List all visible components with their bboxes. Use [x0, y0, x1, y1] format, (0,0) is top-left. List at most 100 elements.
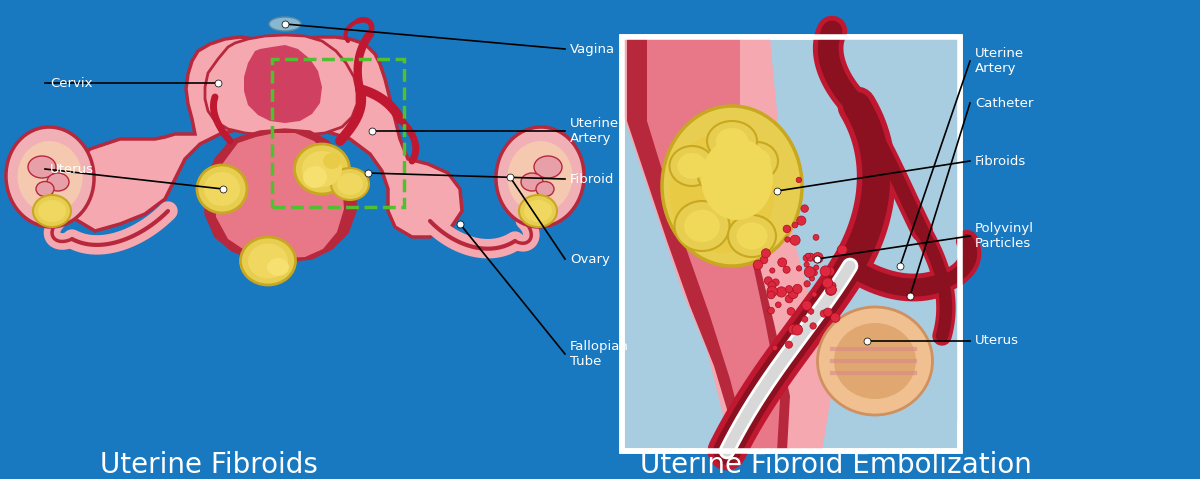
- Ellipse shape: [736, 142, 778, 180]
- Circle shape: [785, 237, 790, 242]
- Circle shape: [808, 308, 814, 314]
- Circle shape: [769, 268, 775, 273]
- Ellipse shape: [197, 165, 247, 213]
- Circle shape: [821, 310, 828, 317]
- Ellipse shape: [294, 144, 349, 194]
- Polygon shape: [205, 129, 356, 261]
- Circle shape: [811, 292, 817, 297]
- Circle shape: [820, 266, 830, 277]
- Text: Uterine Fibroids: Uterine Fibroids: [100, 451, 318, 479]
- Ellipse shape: [248, 243, 288, 278]
- Circle shape: [773, 279, 779, 286]
- Text: Uterus: Uterus: [974, 334, 1019, 347]
- Circle shape: [810, 276, 815, 281]
- Circle shape: [764, 277, 773, 285]
- Ellipse shape: [521, 173, 542, 191]
- Circle shape: [785, 295, 793, 303]
- Circle shape: [778, 258, 787, 267]
- Text: Polyvinyl
Particles: Polyvinyl Particles: [974, 222, 1034, 250]
- Ellipse shape: [707, 121, 757, 161]
- Circle shape: [823, 308, 833, 317]
- Ellipse shape: [47, 173, 70, 191]
- Ellipse shape: [524, 200, 552, 222]
- Ellipse shape: [701, 138, 773, 220]
- Circle shape: [768, 282, 776, 290]
- Text: Fibroids: Fibroids: [974, 155, 1026, 168]
- Circle shape: [812, 252, 823, 263]
- Circle shape: [788, 324, 798, 334]
- Circle shape: [828, 282, 836, 290]
- Circle shape: [782, 266, 790, 274]
- Ellipse shape: [817, 307, 932, 415]
- Circle shape: [803, 254, 810, 262]
- Text: Ovary: Ovary: [570, 252, 610, 265]
- Circle shape: [822, 277, 833, 287]
- Circle shape: [802, 316, 808, 322]
- Circle shape: [806, 253, 815, 261]
- Ellipse shape: [698, 160, 736, 192]
- Circle shape: [786, 285, 793, 293]
- Circle shape: [760, 256, 768, 264]
- Bar: [272, 59, 404, 207]
- Ellipse shape: [204, 172, 240, 206]
- Circle shape: [775, 302, 781, 308]
- Circle shape: [776, 287, 786, 297]
- Ellipse shape: [496, 127, 584, 227]
- Circle shape: [754, 260, 763, 270]
- Ellipse shape: [677, 153, 707, 179]
- Ellipse shape: [743, 148, 770, 173]
- Ellipse shape: [684, 210, 720, 242]
- Ellipse shape: [520, 195, 557, 227]
- Circle shape: [800, 205, 809, 212]
- Text: Catheter: Catheter: [974, 96, 1033, 110]
- Circle shape: [788, 289, 798, 299]
- Circle shape: [784, 225, 791, 233]
- Circle shape: [785, 341, 792, 348]
- Circle shape: [767, 286, 778, 297]
- Circle shape: [822, 278, 833, 288]
- Text: Fallopian
Tube: Fallopian Tube: [570, 340, 629, 368]
- Ellipse shape: [302, 166, 326, 188]
- Circle shape: [787, 308, 794, 315]
- Ellipse shape: [670, 146, 714, 186]
- Polygon shape: [205, 35, 358, 136]
- Polygon shape: [65, 37, 462, 237]
- Circle shape: [772, 345, 778, 351]
- Ellipse shape: [302, 151, 342, 187]
- Circle shape: [826, 285, 836, 296]
- Circle shape: [830, 313, 840, 322]
- Ellipse shape: [737, 222, 768, 250]
- Ellipse shape: [34, 195, 71, 227]
- Circle shape: [810, 323, 816, 329]
- Text: Uterus: Uterus: [50, 162, 94, 175]
- Ellipse shape: [36, 182, 54, 196]
- Ellipse shape: [508, 141, 572, 213]
- Bar: [622, 37, 960, 451]
- Circle shape: [805, 269, 811, 275]
- Ellipse shape: [670, 133, 774, 253]
- Circle shape: [790, 235, 800, 245]
- Circle shape: [804, 281, 810, 287]
- Polygon shape: [647, 37, 780, 451]
- Circle shape: [761, 249, 770, 258]
- Ellipse shape: [38, 200, 66, 222]
- Ellipse shape: [18, 141, 83, 213]
- Ellipse shape: [331, 168, 370, 200]
- Polygon shape: [832, 37, 960, 421]
- Ellipse shape: [28, 156, 56, 178]
- Text: Fibroid: Fibroid: [570, 172, 614, 185]
- Circle shape: [792, 325, 803, 335]
- Text: Uterine
Artery: Uterine Artery: [570, 117, 619, 145]
- Ellipse shape: [337, 173, 364, 195]
- Circle shape: [811, 270, 817, 276]
- Ellipse shape: [269, 17, 301, 31]
- Text: Cervix: Cervix: [50, 77, 92, 90]
- Polygon shape: [215, 133, 344, 258]
- Circle shape: [804, 267, 815, 277]
- Ellipse shape: [704, 166, 730, 186]
- Circle shape: [793, 284, 802, 294]
- Circle shape: [797, 266, 802, 271]
- Circle shape: [826, 267, 834, 276]
- Polygon shape: [244, 45, 322, 123]
- Text: Uterine Fibroid Embolization: Uterine Fibroid Embolization: [640, 451, 1032, 479]
